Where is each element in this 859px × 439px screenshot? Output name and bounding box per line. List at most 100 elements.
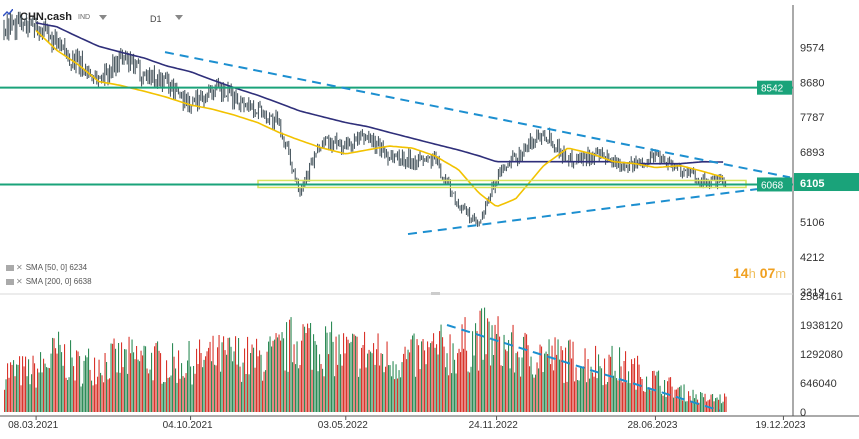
volume-bar [106, 362, 108, 412]
volume-bar [14, 376, 16, 412]
volume-bar [113, 338, 115, 412]
volume-bar [490, 365, 492, 412]
timeframe-dropdown-icon[interactable] [175, 15, 183, 20]
volume-bar [539, 344, 541, 412]
volume-bar [433, 333, 435, 412]
volume-tick-label: 646040 [800, 378, 837, 390]
volume-bar [587, 359, 589, 412]
volume-bar [574, 381, 576, 412]
volume-bar [721, 403, 723, 412]
volume-bar [392, 361, 394, 412]
volume-bar [656, 371, 658, 412]
volume-bar [350, 341, 352, 412]
volume-bar [74, 380, 76, 412]
volume-bar [503, 334, 505, 412]
volume-bar [10, 362, 12, 412]
volume-bar [83, 360, 85, 412]
remove-indicator-icon[interactable]: ✕ [16, 263, 23, 272]
volume-bar [407, 349, 409, 412]
volume-bar [473, 355, 475, 412]
volume-bar [145, 346, 147, 412]
volume-bar [146, 368, 148, 412]
volume-bar [694, 398, 696, 412]
lower-trendline [407, 188, 758, 236]
volume-bar [43, 358, 45, 412]
volume-bar [641, 379, 643, 412]
volume-bar [337, 364, 339, 412]
volume-bar [514, 372, 516, 412]
volume-tick-label: 0 [800, 407, 806, 419]
volume-bar [218, 335, 220, 412]
volume-bar [461, 324, 463, 412]
volume-bar [58, 331, 60, 412]
volume-bar [529, 366, 531, 412]
volume-bar [11, 364, 13, 412]
volume-bar [454, 359, 456, 412]
volume-bar [79, 356, 81, 412]
volume-bar [493, 355, 495, 412]
volume-bar [644, 391, 646, 412]
volume-bar [497, 316, 499, 412]
volume-bar [421, 341, 423, 412]
remove-indicator-icon[interactable]: ✕ [16, 277, 23, 286]
volume-bar [622, 382, 624, 412]
timeframe-selector[interactable]: D1 [150, 14, 162, 24]
volume-bar [613, 375, 615, 412]
volume-bar [494, 324, 496, 412]
volume-bar [328, 354, 330, 412]
pane-resize-handle [431, 292, 440, 295]
volume-bar [620, 366, 622, 412]
volume-bar [658, 370, 660, 412]
volume-bar [238, 338, 240, 412]
volume-bar [425, 364, 427, 412]
volume-bar [688, 391, 690, 412]
volume-bar [56, 353, 58, 412]
sma50-line [35, 30, 724, 207]
volume-bar [671, 386, 673, 412]
volume-bar [370, 351, 372, 412]
volume-bar [545, 351, 547, 412]
volume-bar [244, 348, 246, 412]
volume-bar [242, 362, 244, 412]
volume-bar [479, 310, 481, 412]
volume-bar [70, 340, 72, 412]
volume-bar [8, 377, 10, 412]
volume-bar [170, 375, 172, 412]
volume-bar [347, 339, 349, 412]
volume-bar [293, 344, 295, 412]
volume-bar [101, 375, 103, 412]
volume-bar [443, 346, 445, 412]
chart-type-icon[interactable] [3, 9, 13, 17]
volume-bar [292, 362, 294, 412]
volume-bar [485, 354, 487, 412]
volume-bar [32, 355, 34, 412]
volume-bar [701, 392, 703, 412]
volume-bar [631, 359, 633, 412]
volume-bar [107, 379, 109, 412]
volume-bar [499, 336, 501, 412]
volume-bar [665, 397, 667, 412]
volume-bar [565, 347, 567, 412]
indicator-settings-icon[interactable] [6, 278, 14, 285]
price-bars [3, 11, 727, 227]
volume-bar [160, 353, 162, 412]
date-tick-label: 08.03.2021 [8, 420, 58, 431]
volume-bar [506, 351, 508, 412]
volume-bar [343, 333, 345, 412]
volume-bar [184, 377, 186, 412]
volume-bar [410, 339, 412, 412]
volume-bar [272, 340, 274, 412]
volume-bar [125, 349, 127, 412]
sma50-legend[interactable]: ✕ SMA [50, 0] 6234 [6, 263, 87, 272]
volume-bar [500, 365, 502, 412]
volume-bar [167, 377, 169, 412]
indicator-settings-icon[interactable] [6, 264, 14, 271]
volume-bar [458, 348, 460, 412]
volume-bar [434, 347, 436, 412]
sma200-legend[interactable]: ✕ SMA [200, 0] 6638 [6, 277, 92, 286]
symbol-dropdown-icon[interactable] [99, 15, 107, 20]
volume-bar [194, 373, 196, 412]
volume-bar [31, 374, 33, 412]
volume-bar [673, 397, 675, 412]
